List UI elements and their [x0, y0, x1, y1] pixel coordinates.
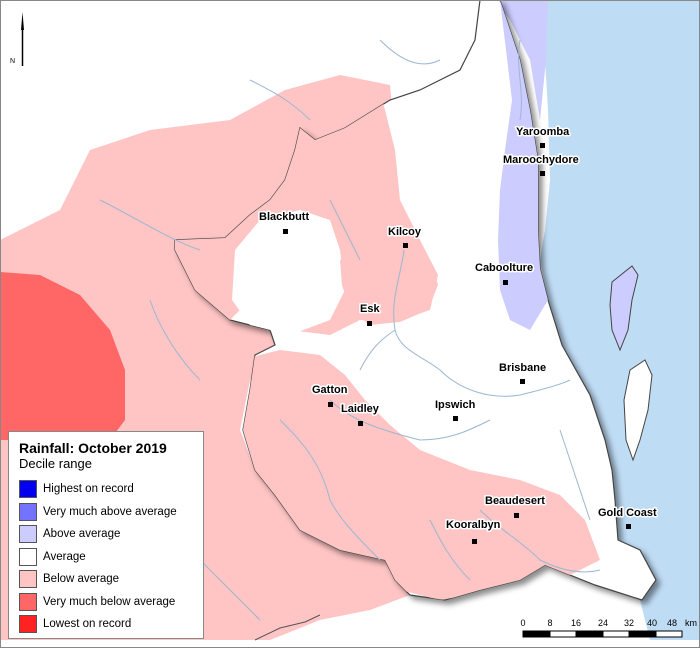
legend-swatch	[19, 570, 37, 589]
very-much-below-average-west	[0, 272, 125, 440]
town-label: Gatton	[312, 384, 348, 396]
scale-tick: 0	[520, 618, 525, 628]
town-label: Yaroomba	[516, 126, 570, 138]
scale-tick: 8	[547, 618, 552, 628]
scale-tick: 48	[667, 618, 677, 628]
legend-item-lowest-on-record: Lowest on record	[19, 613, 193, 636]
town-blackbutt: Blackbutt	[258, 210, 311, 234]
town-maroochydore: Maroochydore	[502, 153, 580, 176]
town-label: Kooralbyn	[446, 519, 501, 531]
scale-tick: 40	[647, 618, 657, 628]
scale-bar: 0 8 16 24 32 40 48 km	[520, 618, 697, 638]
legend-swatch	[19, 615, 37, 634]
legend-swatch	[19, 547, 37, 566]
island-south	[623, 359, 653, 462]
legend-label: Very much above average	[43, 505, 177, 518]
town-label: Caboolture	[475, 262, 533, 274]
legend-label: Very much below average	[43, 595, 176, 608]
legend-label: Lowest on record	[43, 618, 132, 631]
town-yaroomba: Yaroomba	[515, 125, 572, 148]
town-ipswich: Ipswich	[434, 398, 477, 421]
town-label: Brisbane	[499, 362, 546, 374]
legend-label: Highest on record	[43, 483, 134, 496]
legend-item-average: Average	[19, 546, 193, 569]
town-brisbane: Brisbane	[498, 361, 548, 384]
towns: Yaroomba Maroochydore Blackbutt Kilcoy C…	[258, 125, 659, 544]
rivers	[59, 39, 601, 621]
state-border	[254, 614, 321, 641]
town-label: Blackbutt	[259, 211, 309, 223]
scale-tick: 24	[598, 618, 608, 628]
town-esk: Esk	[359, 302, 382, 326]
town-label: Ipswich	[435, 399, 476, 411]
legend-swatch	[19, 525, 37, 544]
below-average-esk	[340, 245, 438, 325]
legend-title: Rainfall: October 2019	[19, 440, 167, 456]
town-gold-coast: Gold Coast	[597, 506, 659, 529]
legend-swatch	[19, 480, 37, 499]
legend-item-below-average: Below average	[19, 568, 193, 591]
legend-subtitle: Decile range	[19, 456, 92, 471]
town-laidley: Laidley	[340, 402, 381, 426]
scale-tick: 16	[571, 618, 581, 628]
town-label: Kilcoy	[388, 226, 422, 238]
average-blackbutt-area	[232, 210, 345, 335]
town-caboolture: Caboolture	[474, 261, 535, 285]
above-average-island	[609, 265, 639, 352]
town-gatton: Gatton	[311, 383, 349, 407]
legend-items: Highest on record Very much above averag…	[19, 478, 193, 636]
legend-item-very-much-above-average: Very much above average	[19, 501, 193, 524]
legend-label: Average	[43, 550, 86, 563]
north-arrow-label: N	[10, 58, 15, 65]
legend-item-highest-on-record: Highest on record	[19, 478, 193, 501]
town-label: Maroochydore	[503, 154, 579, 166]
town-kilcoy: Kilcoy	[387, 225, 423, 248]
scale-tick: 32	[624, 618, 634, 628]
town-beaudesert: Beaudesert	[484, 494, 547, 518]
legend-label: Above average	[43, 528, 121, 541]
legend-label: Below average	[43, 573, 120, 586]
above-average-north-strip	[495, 0, 548, 120]
north-arrow-icon: N	[10, 12, 24, 66]
town-label: Esk	[360, 303, 380, 315]
town-label: Laidley	[341, 403, 380, 415]
town-kooralbyn: Kooralbyn	[445, 518, 502, 544]
scale-unit: km	[685, 618, 697, 628]
below-average-south-catchment	[240, 350, 600, 600]
legend-item-very-much-below-average: Very much below average	[19, 591, 193, 614]
legend-swatch	[19, 502, 37, 521]
legend: Rainfall: October 2019 Decile range High…	[8, 431, 204, 639]
legend-item-above-average: Above average	[19, 523, 193, 546]
town-label: Beaudesert	[485, 495, 545, 507]
town-label: Gold Coast	[598, 507, 657, 519]
legend-swatch	[19, 592, 37, 611]
